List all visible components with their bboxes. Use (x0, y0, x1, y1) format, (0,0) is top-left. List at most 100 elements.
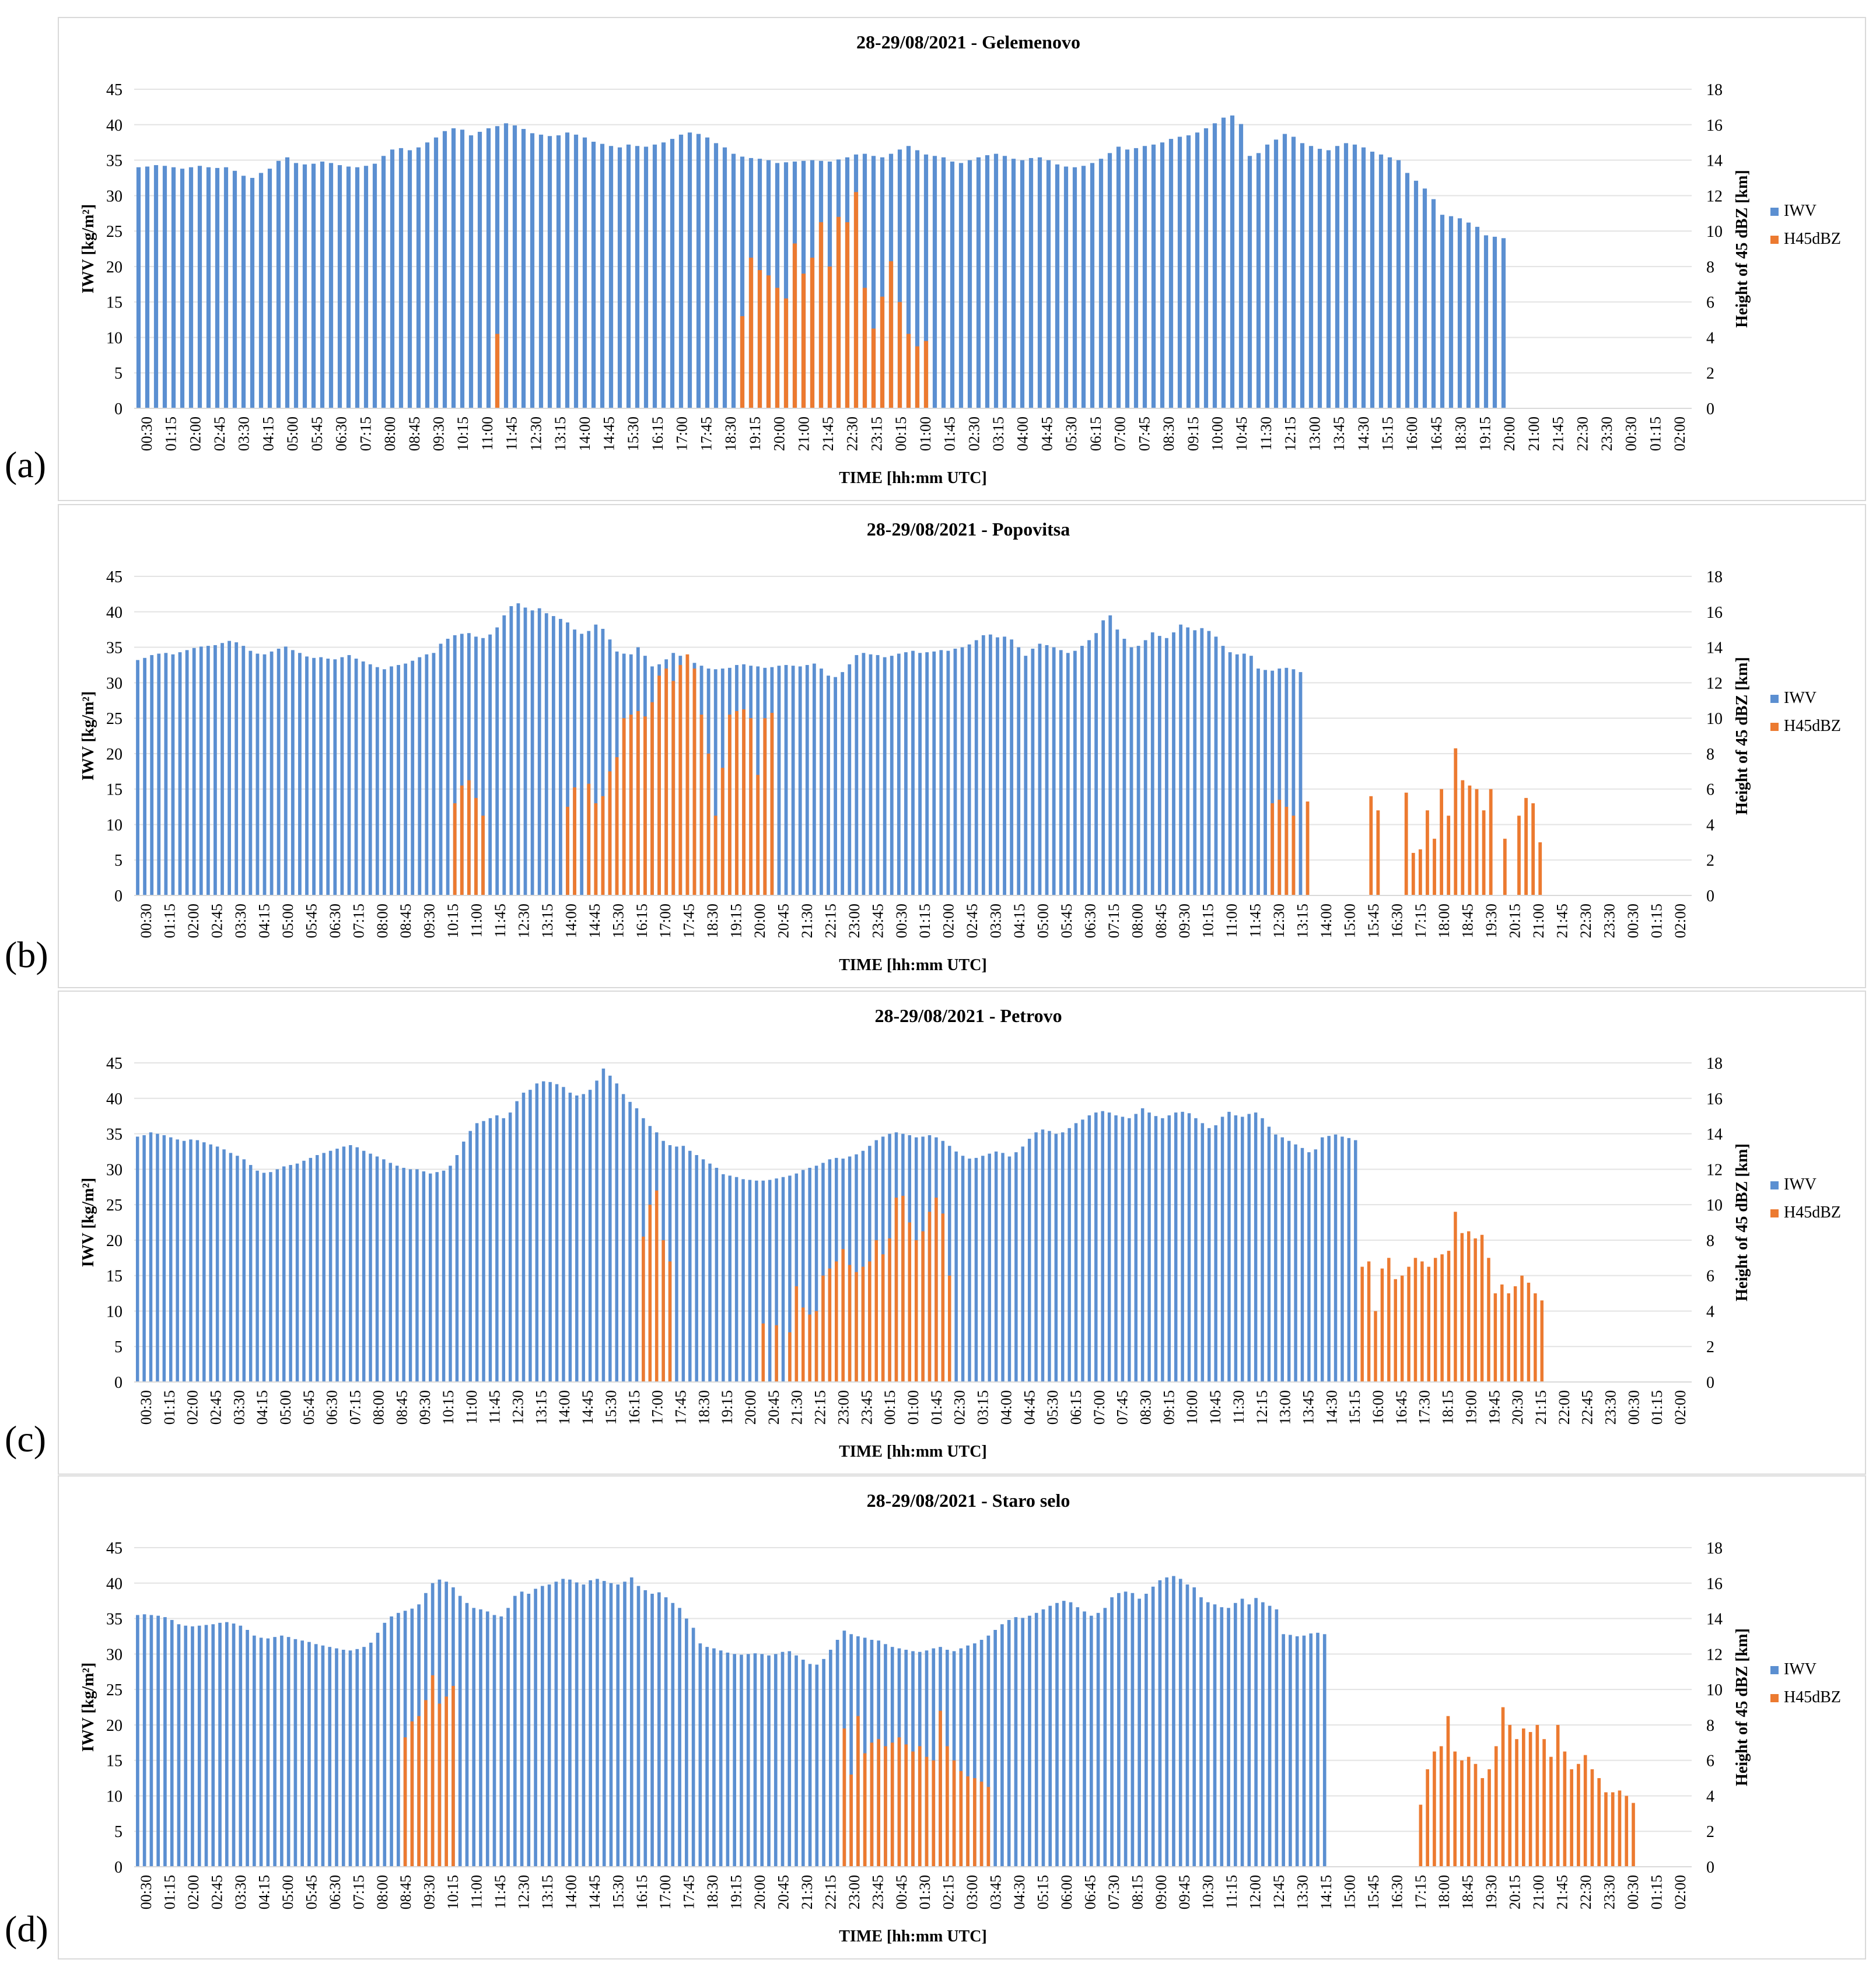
h45dbz-bar (814, 1311, 818, 1382)
iwv-bar (429, 1173, 432, 1382)
x-tick-label: 07:15 (347, 1390, 364, 1425)
h45dbz-bar (842, 1728, 846, 1867)
iwv-bar (197, 166, 202, 408)
y-axis-title: IWV [kg/m²] (79, 1178, 97, 1267)
iwv-bar (1007, 1156, 1012, 1382)
h45dbz-bar (452, 1686, 455, 1867)
iwv-bar (798, 666, 802, 895)
x-tick-label: 23:30 (1602, 1390, 1619, 1425)
iwv-bar (267, 169, 272, 408)
iwv-bar (600, 144, 605, 408)
iwv-bar (488, 1118, 492, 1382)
x-tick-label: 11:45 (503, 417, 520, 450)
iwv-bar (337, 165, 342, 408)
x-tick-label: 22:15 (822, 904, 839, 938)
x-tick-label: 02:00 (185, 904, 202, 938)
x-tick-label: 22:30 (1574, 417, 1591, 451)
x-tick-label: 00:30 (1625, 1875, 1642, 1909)
iwv-bar (185, 650, 189, 895)
iwv-bar (1233, 1602, 1237, 1867)
iwv-bar (582, 137, 587, 408)
x-tick-label: 07:00 (1091, 1390, 1108, 1425)
y-tick-label: 30 (106, 187, 123, 205)
iwv-bar (1256, 669, 1260, 895)
iwv-bar (1247, 156, 1252, 408)
y2-axis-title: Height of 45 dBZ [km] (1733, 170, 1751, 328)
h45dbz-bar (884, 1746, 887, 1867)
iwv-bar (228, 641, 231, 895)
x-tick-label: 21:15 (1532, 1390, 1549, 1425)
iwv-bar (1291, 137, 1296, 409)
x-tick-label: 07:45 (1114, 1390, 1131, 1425)
iwv-bar (328, 1647, 332, 1867)
iwv-bar (521, 129, 526, 408)
iwv-bar (681, 1146, 685, 1382)
iwv-bar (788, 1651, 792, 1867)
x-axis-title: TIME [hh:mm UTC] (839, 1443, 987, 1461)
iwv-bar (390, 1616, 393, 1867)
iwv-bar (1405, 173, 1410, 408)
x-tick-label: 06:30 (1082, 904, 1098, 938)
iwv-bar (376, 1632, 380, 1867)
iwv-bar (801, 1170, 805, 1382)
y-tick-label: 10 (106, 1303, 123, 1321)
x-tick-label: 22:30 (1577, 1875, 1594, 1909)
iwv-bar (1021, 1618, 1025, 1867)
x-tick-label: 14:45 (586, 1875, 603, 1909)
y-axis-title: IWV [kg/m²] (79, 1663, 97, 1752)
iwv-bar (1094, 1112, 1098, 1382)
iwv-bar (390, 666, 393, 895)
x-tick-label: 12:15 (1254, 1390, 1270, 1425)
iwv-bar (340, 657, 344, 895)
iwv-bar (932, 651, 936, 895)
chart-panel: (a) 28-29/08/2021 - Gelemenovo 0 5 10 15 20 25 3… (0, 16, 1876, 503)
iwv-bar (1212, 123, 1217, 408)
iwv-bar (1154, 1116, 1158, 1382)
h45dbz-bar (1413, 1258, 1418, 1382)
x-tick-label: 05:00 (284, 417, 301, 451)
iwv-bar (890, 656, 894, 895)
y-tick-label: 10 (106, 816, 123, 834)
iwv-bar (492, 1615, 496, 1867)
iwv-bar (362, 1150, 366, 1382)
iwv-bar (1192, 1587, 1196, 1867)
iwv-bar (250, 177, 255, 408)
iwv-bar (561, 1579, 565, 1867)
x-tick-label: 09:00 (1153, 1875, 1170, 1909)
iwv-bar (1089, 1615, 1093, 1867)
iwv-bar (1298, 672, 1303, 895)
iwv-bar (664, 1597, 668, 1867)
iwv-bar (1440, 215, 1445, 408)
iwv-bar (954, 1151, 958, 1382)
legend-iwv-label: IWV (1784, 689, 1817, 707)
iwv-bar (1151, 144, 1156, 408)
y-tick-label: 25 (106, 223, 123, 241)
x-tick-label: 17:45 (698, 417, 715, 451)
x-tick-label: 21:00 (1530, 1875, 1547, 1909)
iwv-bar (1041, 1609, 1045, 1867)
iwv-bar (276, 648, 281, 895)
iwv-bar (222, 1149, 226, 1382)
iwv-bar (740, 156, 745, 408)
iwv-bar (713, 669, 718, 895)
iwv-bar (815, 1664, 819, 1867)
h45dbz-bar (1270, 803, 1275, 895)
h45dbz-bar (801, 1307, 805, 1382)
iwv-bar (472, 1608, 476, 1867)
iwv-bar (915, 150, 920, 408)
iwv-bar (1000, 1624, 1004, 1867)
iwv-bar (741, 1179, 745, 1382)
x-tick-label: 15:45 (1365, 1875, 1382, 1909)
iwv-bar (197, 1625, 201, 1867)
iwv-bar (1300, 143, 1305, 409)
h45dbz-bar (945, 1746, 949, 1867)
x-tick-label: 08:00 (374, 1875, 391, 1909)
iwv-bar (791, 666, 795, 895)
iwv-bar (1240, 1598, 1244, 1867)
iwv-bar (361, 661, 365, 895)
x-tick-label: 07:15 (357, 417, 374, 451)
iwv-bar (195, 1140, 200, 1382)
y2-tick-label: 8 (1706, 1232, 1714, 1250)
x-tick-label: 01:45 (942, 417, 958, 451)
iwv-bar (1087, 1115, 1091, 1382)
